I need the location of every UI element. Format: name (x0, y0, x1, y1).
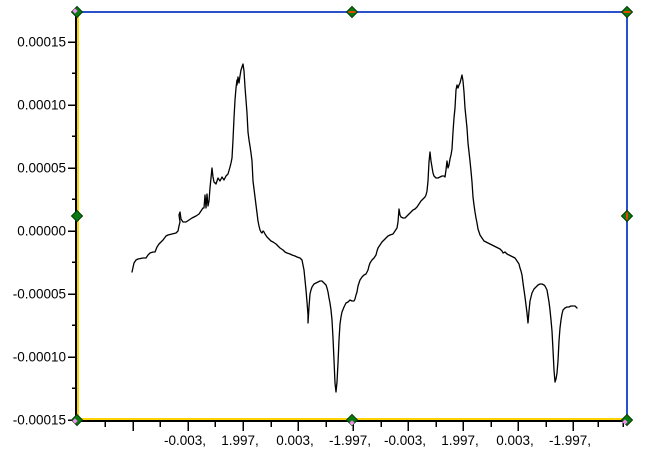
handle-accent (623, 11, 631, 13)
x-axis-ticks: -0.003, 1.997, 0.003, -1.997, -0.003, 1.997, 0… (104, 422, 624, 448)
handle-accent (349, 420, 355, 426)
selection-handle[interactable] (70, 413, 84, 427)
y-tick-label: 0.00000 (17, 224, 66, 239)
x-tick-label: -0.003, (384, 433, 426, 448)
selection-handle[interactable] (70, 5, 84, 19)
x-tick-label: -1.997, (329, 433, 371, 448)
x-tick-label: 0.003, (496, 433, 534, 448)
x-tick-label: 1.997, (221, 433, 259, 448)
x-tick-label: 1.997, (441, 433, 479, 448)
handle-accent (622, 419, 628, 425)
handle-accent (72, 418, 78, 424)
selection-handle[interactable] (620, 413, 634, 427)
y-tick-label: 0.00015 (17, 35, 66, 50)
selection-handle[interactable] (70, 209, 84, 223)
y-tick-label: -0.00010 (13, 350, 66, 365)
selection-handle[interactable] (345, 413, 359, 427)
y-tick-label: -0.00005 (13, 287, 66, 302)
data-curve[interactable] (131, 63, 578, 393)
y-tick-label: 0.00005 (17, 161, 66, 176)
x-tick-label: 0.003, (276, 433, 314, 448)
handle-accent (626, 212, 628, 220)
y-tick-label: -0.00015 (13, 413, 66, 428)
handle-accent (348, 11, 356, 13)
selection-handle[interactable] (620, 209, 634, 223)
handle-diamond-icon[interactable] (70, 209, 84, 223)
selection-handle[interactable] (345, 5, 359, 19)
handle-diamond-icon[interactable] (70, 413, 84, 427)
x-tick-label: -1.997, (549, 433, 591, 448)
handle-diamond-icon[interactable] (70, 5, 84, 19)
y-tick-label: 0.00010 (17, 98, 66, 113)
y-axis-ticks: 0.00015 0.00010 0.00005 0.00000 -0.00005 -0.0… (13, 35, 76, 428)
x-tick-label: -0.003, (164, 433, 206, 448)
selection-handle[interactable] (620, 5, 634, 19)
